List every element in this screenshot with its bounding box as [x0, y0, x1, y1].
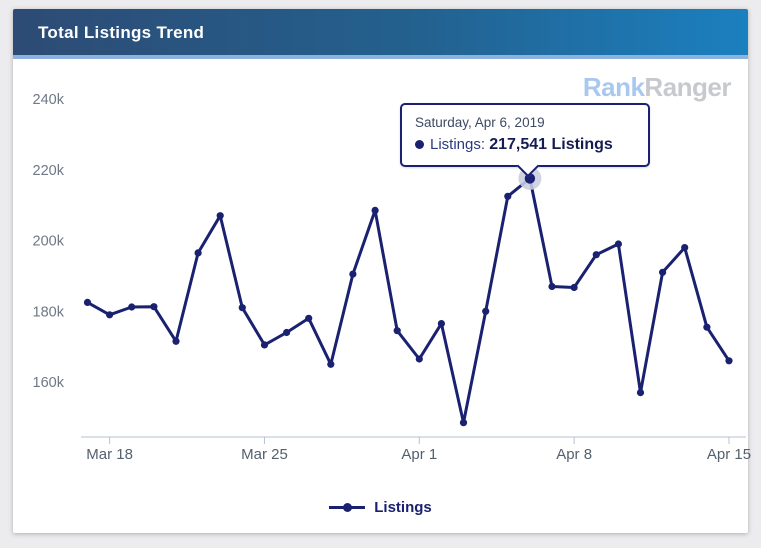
chart-legend[interactable]: Listings — [13, 496, 748, 518]
y-axis-label: 180k — [33, 304, 65, 320]
logo-rank-text: Rank — [582, 72, 645, 102]
x-axis-label: Apr 1 — [401, 446, 437, 463]
card-header: Total Listings Trend — [13, 9, 748, 55]
data-point[interactable] — [415, 355, 423, 363]
x-axis-label: Mar 25 — [241, 446, 288, 463]
page-title: Total Listings Trend — [38, 23, 205, 42]
y-axis-label: 240k — [33, 92, 65, 108]
data-point[interactable] — [83, 298, 92, 306]
data-point[interactable] — [482, 307, 490, 315]
data-point[interactable] — [659, 268, 667, 276]
chart-tooltip: Saturday, Apr 6, 2019 Listings: 217,541 … — [400, 103, 650, 178]
data-point[interactable] — [592, 251, 600, 259]
data-point[interactable] — [393, 327, 401, 335]
y-axis-label: 160k — [33, 375, 65, 391]
data-point[interactable] — [106, 311, 114, 319]
data-point[interactable] — [305, 314, 313, 322]
data-point[interactable] — [570, 283, 578, 292]
tooltip-series-row: Listings: 217,541 Listings — [415, 135, 635, 155]
data-point[interactable] — [172, 337, 180, 345]
data-point[interactable] — [238, 304, 246, 312]
logo-ranger-text: Ranger — [644, 72, 731, 102]
data-point[interactable] — [327, 360, 335, 368]
data-point[interactable] — [725, 357, 733, 365]
listings-line — [86, 176, 731, 425]
tooltip-date: Saturday, Apr 6, 2019 — [415, 115, 545, 130]
data-point[interactable] — [636, 389, 645, 397]
data-point[interactable] — [681, 244, 689, 252]
legend-label: Listings — [374, 498, 432, 516]
y-axis-label: 220k — [33, 163, 65, 179]
chart-card: Total Listings Trend RankRanger Listings — [13, 9, 748, 533]
tooltip-value: 217,541 Listings — [489, 136, 613, 153]
series-bullet-icon — [415, 140, 424, 149]
header-accent-strip — [13, 55, 748, 59]
tooltip-series-label: Listings: — [430, 136, 486, 153]
legend-dot — [343, 502, 353, 512]
x-axis-label: Apr 8 — [556, 446, 592, 463]
rankranger-logo: RankRanger — [582, 72, 732, 103]
x-axis-label: Mar 18 — [86, 446, 133, 463]
x-axis-label: Apr 15 — [707, 446, 751, 463]
data-point[interactable] — [260, 341, 269, 349]
data-point[interactable] — [548, 282, 556, 291]
legend-line-marker — [329, 502, 366, 512]
data-point[interactable] — [459, 419, 468, 427]
y-axis-label: 200k — [33, 234, 65, 250]
data-point[interactable] — [703, 323, 711, 331]
data-point[interactable] — [194, 249, 202, 257]
data-point[interactable] — [349, 270, 357, 278]
data-point[interactable] — [150, 303, 158, 311]
data-point[interactable] — [504, 192, 512, 200]
data-point[interactable] — [437, 320, 445, 328]
data-point[interactable] — [128, 303, 136, 311]
data-point[interactable] — [371, 206, 379, 214]
data-point[interactable] — [283, 328, 291, 337]
data-point[interactable] — [216, 212, 224, 220]
data-point[interactable] — [614, 240, 623, 248]
